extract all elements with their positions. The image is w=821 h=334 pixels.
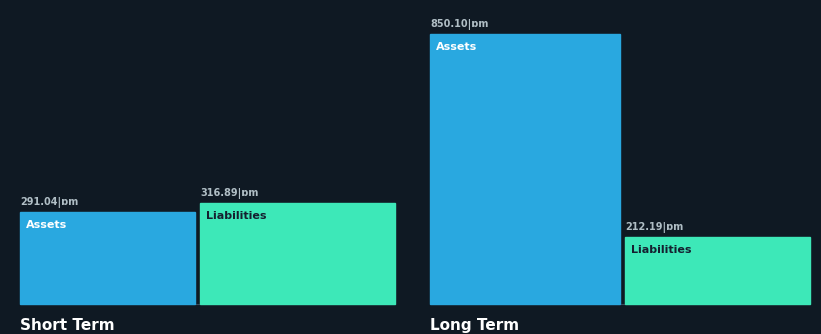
Bar xyxy=(625,236,810,304)
Text: 316.89|ɒm: 316.89|ɒm xyxy=(200,188,259,199)
Text: Liabilities: Liabilities xyxy=(631,244,691,255)
Bar xyxy=(200,203,395,304)
Text: Long Term: Long Term xyxy=(430,318,519,333)
Bar xyxy=(430,34,620,304)
Text: Assets: Assets xyxy=(26,219,67,229)
Text: Short Term: Short Term xyxy=(20,318,115,333)
Bar xyxy=(20,211,195,304)
Text: Liabilities: Liabilities xyxy=(206,211,267,221)
Text: 291.04|ɒm: 291.04|ɒm xyxy=(20,197,78,207)
Text: Assets: Assets xyxy=(436,42,477,52)
Text: 212.19|ɒm: 212.19|ɒm xyxy=(625,221,683,232)
Text: 850.10|ɒm: 850.10|ɒm xyxy=(430,19,488,30)
